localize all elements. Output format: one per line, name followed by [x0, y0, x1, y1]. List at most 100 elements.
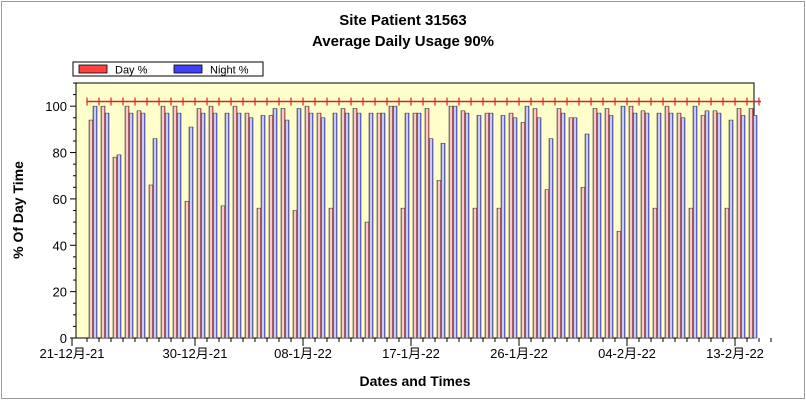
- day-bar: [88, 119, 94, 339]
- day-bar: [376, 112, 382, 339]
- night-bar: [716, 112, 722, 339]
- night-bar: [608, 115, 614, 339]
- day-bar: [136, 110, 142, 339]
- day-bar: [712, 110, 718, 339]
- night-bar: [320, 117, 326, 339]
- day-bar: [232, 105, 238, 339]
- day-bar: [640, 110, 646, 339]
- day-bar: [124, 105, 130, 339]
- day-bar: [592, 108, 598, 339]
- bars-group: [88, 105, 758, 339]
- x-tick-label: 13-2月-22: [706, 346, 764, 361]
- day-bar: [172, 105, 178, 339]
- legend: Day % Night %: [72, 61, 264, 77]
- day-bar: [688, 207, 694, 339]
- y-axis-label: % Of Day Time: [10, 161, 26, 259]
- day-bar: [268, 115, 274, 339]
- x-axis: 21-12月-21 30-12月-21 08-1月-22 17-1月-22 26-1月-…: [39, 338, 772, 361]
- threshold-line-group: [86, 97, 761, 106]
- night-bar: [584, 133, 590, 339]
- night-bar: [284, 119, 290, 339]
- night-bar: [668, 112, 674, 339]
- day-bar: [736, 108, 742, 339]
- night-bar: [164, 112, 170, 339]
- day-bar: [460, 110, 466, 339]
- day-bar: [316, 112, 322, 339]
- day-bar: [520, 122, 526, 339]
- night-bar: [596, 112, 602, 339]
- night-bar: [524, 105, 530, 339]
- night-bar: [416, 112, 422, 339]
- night-bar: [536, 117, 542, 339]
- day-bar: [580, 187, 586, 339]
- day-bar: [616, 231, 622, 339]
- legend-night-swatch: [173, 64, 203, 74]
- y-tick-label: 40: [53, 238, 67, 253]
- y-tick-label: 60: [53, 192, 67, 207]
- night-bar: [644, 112, 650, 339]
- night-bar: [308, 112, 314, 339]
- night-bar: [632, 112, 638, 339]
- day-bar: [568, 117, 574, 339]
- x-tick-label: 08-1月-22: [274, 346, 332, 361]
- legend-night-label: Night %: [210, 65, 249, 77]
- night-bar: [452, 105, 458, 339]
- legend-box: [72, 61, 264, 77]
- night-bar: [428, 138, 434, 339]
- night-bar: [728, 119, 734, 339]
- day-bar: [484, 112, 490, 339]
- night-bar: [404, 112, 410, 339]
- day-bar: [220, 205, 226, 339]
- day-bar: [700, 115, 706, 339]
- x-tick-label: 30-12月-21: [162, 346, 227, 361]
- day-bar: [292, 210, 298, 339]
- night-bar: [152, 138, 158, 339]
- day-bar: [352, 108, 358, 339]
- x-tick-label: 26-1月-22: [490, 346, 548, 361]
- day-bar: [496, 207, 502, 339]
- night-bar: [512, 117, 518, 339]
- night-bar: [476, 115, 482, 339]
- day-bar: [724, 207, 730, 339]
- night-bar: [200, 112, 206, 339]
- day-bar: [532, 108, 538, 339]
- day-bar: [160, 105, 166, 339]
- night-bar: [104, 112, 110, 339]
- night-bar: [620, 105, 626, 339]
- day-bar: [400, 207, 406, 339]
- legend-day-label: Day %: [115, 65, 148, 77]
- night-bar: [356, 112, 362, 339]
- night-bar: [464, 112, 470, 339]
- x-tick-label: 17-1月-22: [382, 346, 440, 361]
- night-bar: [332, 112, 338, 339]
- y-axis: 0 20 40 60 80 100: [45, 82, 76, 346]
- chart-subtitle: Average Daily Usage 90%: [312, 33, 494, 50]
- night-bar: [548, 138, 554, 339]
- y-tick-label: 80: [53, 146, 67, 161]
- chart-title: Site Patient 31563: [339, 12, 467, 29]
- day-bar: [508, 112, 514, 339]
- day-bar: [676, 112, 682, 339]
- day-bar: [664, 105, 670, 339]
- night-bar: [116, 154, 122, 339]
- night-bar: [296, 108, 302, 339]
- night-bar: [704, 110, 710, 339]
- night-bar: [692, 105, 698, 339]
- night-bar: [188, 126, 194, 339]
- day-bar: [544, 189, 550, 339]
- day-bar: [208, 105, 214, 339]
- night-bar: [344, 112, 350, 339]
- day-bar: [628, 105, 634, 339]
- night-bar: [368, 112, 374, 339]
- night-bar: [92, 105, 98, 339]
- night-bar: [488, 112, 494, 339]
- legend-day-swatch: [78, 64, 108, 74]
- y-tick-label: 0: [60, 331, 67, 346]
- night-bar: [140, 112, 146, 339]
- day-bar: [748, 108, 754, 339]
- day-bar: [184, 200, 190, 339]
- night-bar: [572, 117, 578, 339]
- night-bar: [224, 112, 230, 339]
- night-bar: [500, 115, 506, 339]
- day-bar: [244, 112, 250, 339]
